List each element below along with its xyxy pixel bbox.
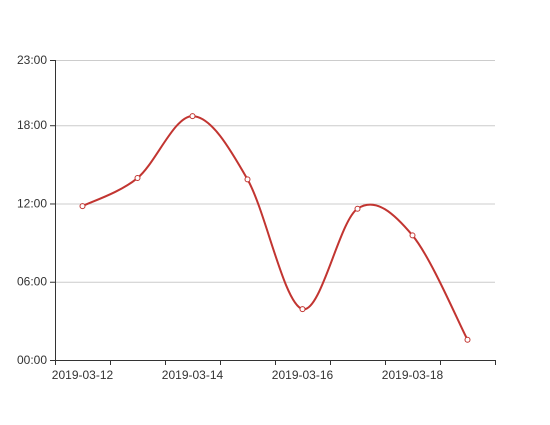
y-tick-label: 06:00 — [17, 275, 47, 289]
data-point — [464, 336, 471, 343]
y-tick-label: 12:00 — [17, 196, 47, 210]
y-tick-label: 18:00 — [17, 118, 47, 132]
grid-layer — [55, 60, 495, 283]
data-point — [244, 176, 251, 183]
data-point — [354, 205, 361, 212]
x-tick-label: 2019-03-16 — [272, 368, 334, 382]
data-point — [189, 113, 196, 120]
data-point — [299, 306, 306, 313]
series-layer — [79, 113, 471, 343]
data-point — [409, 232, 416, 239]
y-tick-label: 23:00 — [17, 53, 47, 67]
y-tick-label: 00:00 — [17, 353, 47, 367]
x-tick-label: 2019-03-18 — [382, 368, 444, 382]
series-line — [82, 115, 469, 341]
x-tick-label: 2019-03-12 — [52, 368, 114, 382]
data-point — [134, 175, 141, 182]
data-point — [79, 203, 86, 210]
label-layer: 00:00 06:00 12:00 18:00 23:00 2019-03-12 2019-… — [17, 53, 444, 382]
x-tick-label: 2019-03-14 — [162, 368, 224, 382]
axis-layer — [50, 60, 496, 365]
